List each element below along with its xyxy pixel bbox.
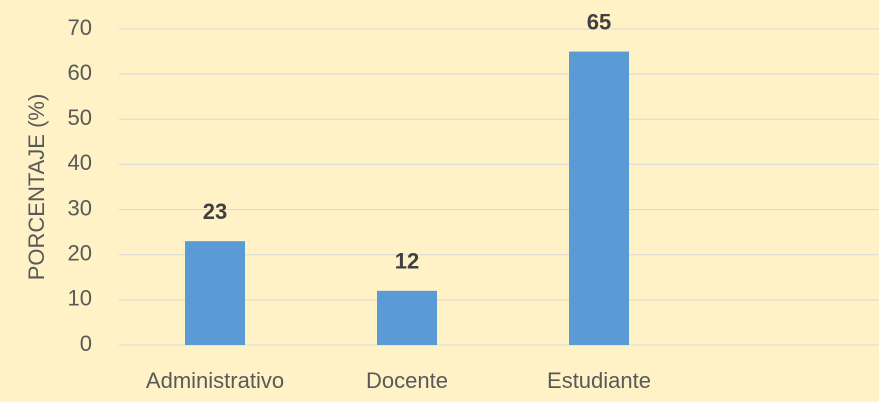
data-label: 12 (395, 249, 419, 274)
y-tick-label: 0 (80, 331, 92, 356)
x-tick-label: Administrativo (146, 368, 284, 393)
bar (377, 290, 437, 345)
data-label: 23 (203, 199, 227, 224)
y-tick-label: 30 (68, 195, 92, 220)
y-tick-label: 20 (68, 241, 92, 266)
x-tick-label: Docente (366, 368, 448, 393)
bar (569, 51, 629, 345)
y-tick-label: 70 (68, 15, 92, 40)
data-label: 65 (587, 9, 611, 34)
bar (185, 241, 245, 345)
y-tick-label: 10 (68, 286, 92, 311)
y-tick-label: 40 (68, 150, 92, 175)
y-tick-label: 60 (68, 60, 92, 85)
x-tick-label: Estudiante (547, 368, 651, 393)
y-axis-label: PORCENTAJE (%) (24, 94, 49, 281)
y-tick-label: 50 (68, 105, 92, 130)
